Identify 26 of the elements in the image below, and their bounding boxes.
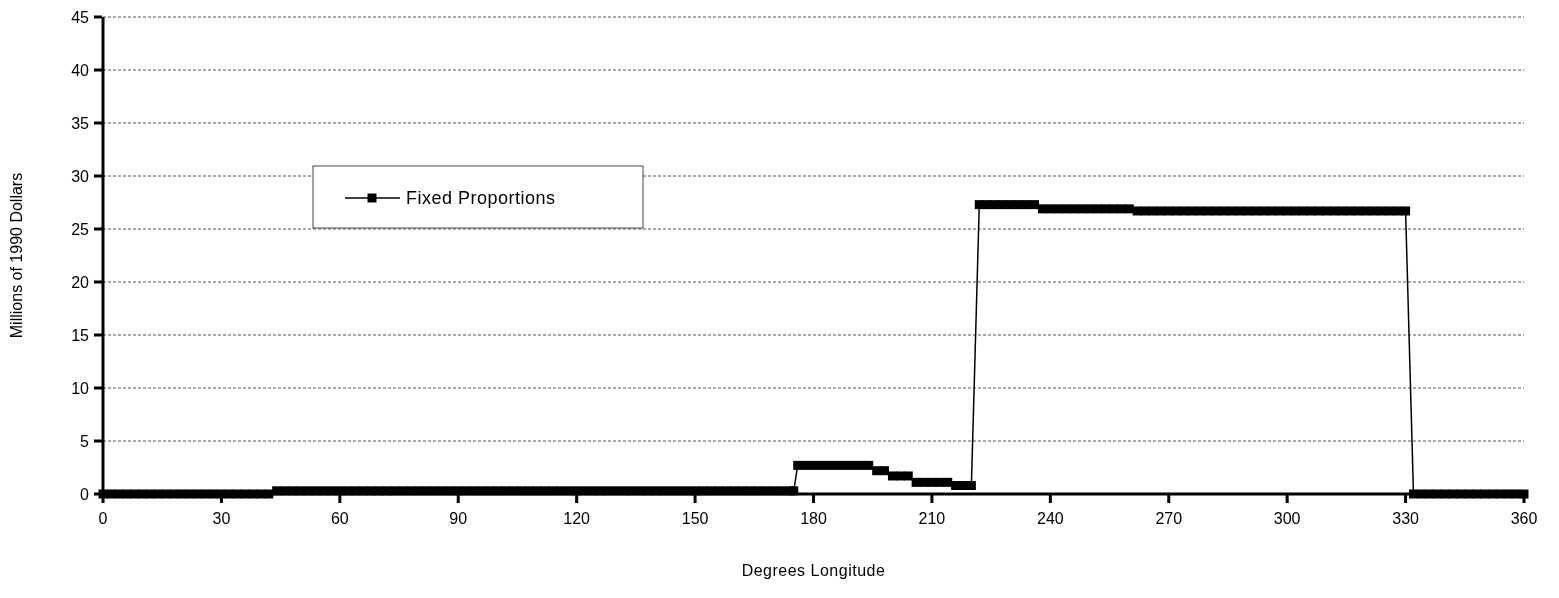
- y-tick-label: 20: [71, 273, 90, 291]
- x-tick-label: 330: [1392, 510, 1420, 527]
- x-tick-label: 300: [1273, 510, 1301, 527]
- y-tick-label: 30: [71, 167, 90, 185]
- x-tick-label: 240: [1036, 510, 1064, 527]
- y-tick-label: 40: [71, 61, 90, 79]
- x-tick-label: 90: [449, 510, 468, 527]
- x-tick-label: 210: [918, 510, 946, 527]
- y-axis-title: Millions of 1990 Dollars: [8, 172, 25, 339]
- x-tick-label: 270: [1155, 510, 1183, 527]
- x-tick-label: 60: [330, 510, 349, 527]
- legend-label: Fixed Proportions: [406, 188, 556, 209]
- x-tick-label: 180: [800, 510, 827, 527]
- x-tick-label: 150: [681, 510, 709, 527]
- x-axis-title: Degrees Longitude: [741, 562, 886, 579]
- y-tick-label: 45: [71, 8, 90, 26]
- y-tick-label: 0: [80, 485, 90, 503]
- y-tick-label: 35: [71, 114, 90, 132]
- x-tick-label: 360: [1510, 510, 1538, 527]
- x-tick-label: 120: [563, 510, 591, 527]
- y-tick-label: 5: [80, 432, 90, 450]
- x-tick-label: 30: [212, 510, 231, 527]
- y-tick-label: 25: [71, 220, 90, 238]
- y-tick-label: 15: [71, 326, 90, 344]
- y-tick-label: 10: [71, 379, 90, 397]
- x-tick-label: 0: [98, 510, 108, 527]
